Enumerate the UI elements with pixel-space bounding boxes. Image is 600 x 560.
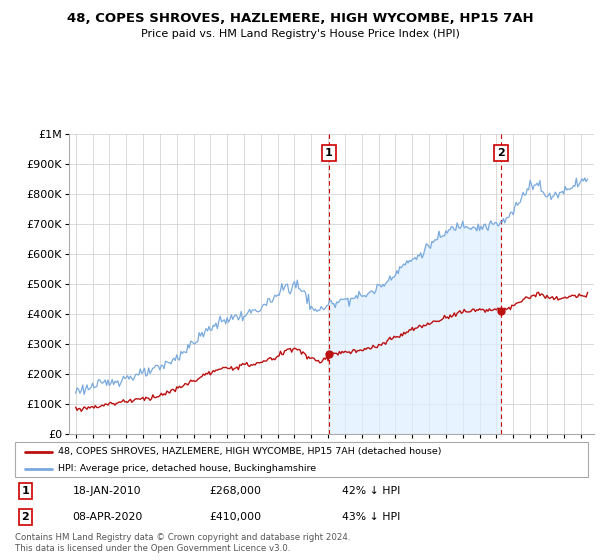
Text: 42% ↓ HPI: 42% ↓ HPI bbox=[341, 486, 400, 496]
Text: 08-APR-2020: 08-APR-2020 bbox=[73, 512, 143, 522]
Text: 18-JAN-2010: 18-JAN-2010 bbox=[73, 486, 141, 496]
Text: 48, COPES SHROVES, HAZLEMERE, HIGH WYCOMBE, HP15 7AH (detached house): 48, COPES SHROVES, HAZLEMERE, HIGH WYCOM… bbox=[58, 447, 442, 456]
Text: Contains HM Land Registry data © Crown copyright and database right 2024.
This d: Contains HM Land Registry data © Crown c… bbox=[15, 533, 350, 553]
Text: 2: 2 bbox=[497, 148, 505, 158]
FancyBboxPatch shape bbox=[15, 442, 588, 477]
Text: £268,000: £268,000 bbox=[210, 486, 262, 496]
Text: 1: 1 bbox=[325, 148, 333, 158]
Text: 43% ↓ HPI: 43% ↓ HPI bbox=[341, 512, 400, 522]
Text: £410,000: £410,000 bbox=[210, 512, 262, 522]
Text: 1: 1 bbox=[22, 486, 29, 496]
Text: 2: 2 bbox=[22, 512, 29, 522]
Text: HPI: Average price, detached house, Buckinghamshire: HPI: Average price, detached house, Buck… bbox=[58, 464, 316, 473]
Text: Price paid vs. HM Land Registry's House Price Index (HPI): Price paid vs. HM Land Registry's House … bbox=[140, 29, 460, 39]
Text: 48, COPES SHROVES, HAZLEMERE, HIGH WYCOMBE, HP15 7AH: 48, COPES SHROVES, HAZLEMERE, HIGH WYCOM… bbox=[67, 12, 533, 25]
